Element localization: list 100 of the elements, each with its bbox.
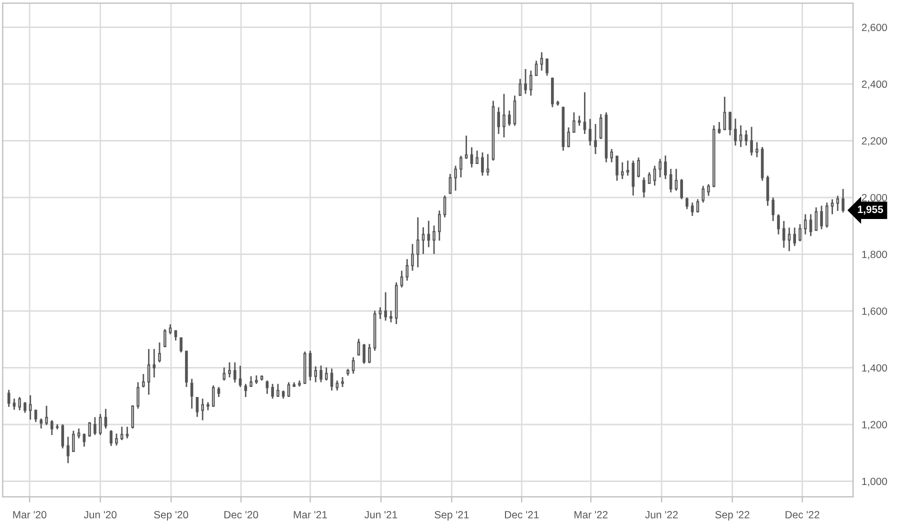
candlestick — [836, 195, 840, 212]
candlestick — [448, 173, 452, 195]
candlestick — [782, 220, 786, 248]
candlestick — [244, 383, 248, 398]
candlestick — [578, 115, 581, 126]
candlestick — [793, 226, 796, 247]
candlestick — [820, 205, 823, 230]
candlestick — [610, 148, 614, 164]
candlestick — [82, 432, 86, 448]
x-tick-label: Jun '22 — [645, 511, 678, 518]
candlestick — [690, 202, 694, 217]
candlestick — [341, 376, 344, 388]
candlestick — [104, 408, 108, 430]
candlestick — [432, 224, 436, 255]
candlestick — [438, 210, 441, 242]
candlestick — [180, 336, 182, 354]
candlestick — [66, 436, 70, 464]
candlestick — [502, 93, 506, 138]
candlestick — [12, 398, 16, 410]
candlestick — [98, 413, 102, 436]
candlestick — [196, 396, 199, 418]
candlestick — [756, 141, 758, 158]
x-tick-label: Mar '20 — [13, 511, 46, 518]
candlestick — [620, 162, 624, 180]
candlestick — [653, 165, 656, 186]
candlestick — [497, 106, 500, 135]
candlestick — [390, 310, 392, 324]
x-tick-label: Dec '20 — [224, 511, 258, 518]
candlestick — [826, 202, 828, 228]
y-tick-label: 2,600 — [862, 24, 888, 32]
candlestick — [7, 389, 10, 408]
candlestick — [411, 243, 414, 272]
candlestick — [464, 134, 468, 160]
candlestick — [136, 382, 140, 410]
candlestick — [34, 409, 38, 423]
candlestick — [24, 401, 26, 414]
candlestick — [599, 113, 602, 140]
candlestick — [152, 348, 156, 378]
candlestick — [540, 52, 544, 72]
candlestick — [637, 156, 640, 178]
x-tick-label: Mar '22 — [574, 511, 608, 518]
candlestick — [164, 328, 166, 348]
candlestick — [324, 366, 328, 382]
candlestick — [486, 153, 490, 176]
candlestick — [723, 96, 726, 131]
candlestick — [77, 428, 80, 440]
candlestick — [707, 183, 710, 196]
candlestick — [443, 194, 446, 218]
candlestick — [588, 118, 592, 146]
candlestick — [572, 112, 576, 133]
candlestick — [809, 214, 812, 237]
candlestick — [400, 270, 404, 288]
candlestick — [454, 165, 457, 192]
candlestick — [378, 306, 382, 320]
candlestick — [314, 366, 318, 383]
candlestick — [233, 362, 236, 384]
candlestick — [460, 155, 462, 178]
candlestick — [368, 343, 371, 364]
y-tick-label: 1,800 — [862, 250, 888, 260]
y-tick-label: 2,200 — [862, 137, 888, 146]
candlestick — [45, 405, 48, 426]
candlestick — [352, 356, 355, 374]
candlestick — [416, 216, 420, 268]
candlestick — [669, 168, 672, 194]
candlestick — [529, 70, 532, 96]
candlestick — [518, 78, 522, 96]
candlestick — [798, 223, 802, 242]
candlestick — [814, 206, 818, 232]
candlestick — [546, 58, 548, 76]
candlestick — [250, 376, 252, 388]
candlestick — [674, 168, 678, 192]
candlestick — [777, 214, 780, 236]
candlestick — [88, 421, 91, 438]
candlestick — [750, 126, 753, 156]
candlestick — [728, 111, 732, 136]
candlestick — [524, 68, 527, 95]
candlestick — [476, 150, 478, 165]
candlestick — [115, 432, 118, 446]
candlestick — [72, 430, 75, 452]
x-tick-label: Sep '21 — [434, 511, 469, 520]
candlestick — [18, 396, 22, 412]
candlestick — [228, 362, 231, 378]
candlestick — [642, 176, 646, 198]
x-tick-label: Jun '21 — [364, 511, 398, 518]
candlestick — [616, 155, 618, 182]
y-tick-label: 2,400 — [862, 80, 888, 90]
candlestick — [766, 174, 770, 206]
candlestick — [481, 152, 484, 176]
candlestick — [788, 226, 791, 252]
y-tick-label: 1,000 — [862, 478, 888, 486]
candlestick — [168, 324, 172, 335]
candlestick — [422, 226, 425, 255]
candlestick — [830, 198, 834, 215]
candlestick — [626, 160, 630, 176]
candlestick — [567, 126, 570, 148]
x-tick-label: Dec '22 — [786, 511, 820, 518]
candlestick — [384, 292, 387, 322]
candlestick — [470, 146, 474, 168]
candlestick — [28, 394, 32, 420]
x-tick-label: Mar '21 — [294, 511, 327, 518]
